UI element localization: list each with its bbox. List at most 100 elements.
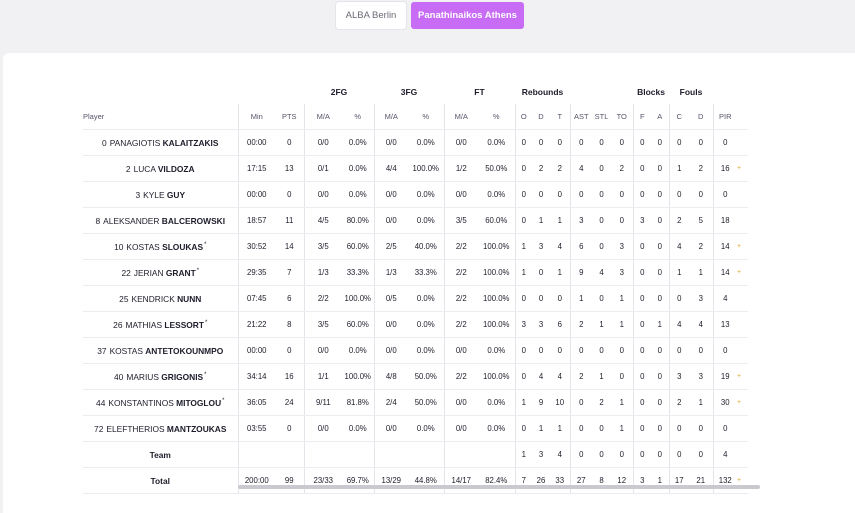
table-row[interactable]: 40 MARIUS GRIGONIS* 34:14 16 1/1 100.0% 4/8 50.… xyxy=(83,363,748,390)
tab-panathinaikos-athens[interactable]: Panathinaikos Athens xyxy=(411,2,524,29)
player-name-cell[interactable]: 40 MARIUS GRIGONIS* xyxy=(83,363,238,390)
cell-minutes: 21:22 xyxy=(237,311,275,338)
cell-defensive-rebounds: 0 xyxy=(532,337,550,364)
cell-2fg-made-attempted: 1/1 xyxy=(303,363,342,390)
player-name-cell[interactable]: 25 KENDRICK NUNN xyxy=(83,285,238,312)
cell-fouls-drawn: 1 xyxy=(689,389,713,416)
team-label: Team xyxy=(83,441,238,468)
cell-3fg-percent: 0.0% xyxy=(408,311,444,338)
player-name-cell[interactable]: 8 ALEKSANDER BALCEROWSKI xyxy=(83,207,238,234)
cell-2fg-made-attempted: 23/33 xyxy=(303,467,342,494)
cell-points: 8 xyxy=(275,311,304,338)
cell-total-rebounds: 33 xyxy=(550,467,570,494)
cell-3fg-made-attempted: 0/0 xyxy=(373,415,408,442)
cell-pir: 0 xyxy=(712,415,737,442)
starter-marker: * xyxy=(204,319,208,326)
player-name-cell[interactable]: 22 JERIAN GRANT* xyxy=(83,259,238,286)
cell-2fg-percent xyxy=(342,441,374,468)
cell-ft-percent: 0.0% xyxy=(478,129,515,156)
player-name-cell[interactable]: 3 KYLE GUY xyxy=(83,181,238,208)
cell-defensive-rebounds: 0 xyxy=(532,129,550,156)
horizontal-scrollbar[interactable] xyxy=(238,485,760,489)
cell-fouls-drawn: 0 xyxy=(689,415,713,442)
cell-3fg-made-attempted: 13/29 xyxy=(373,467,408,494)
cell-2fg-percent: 0.0% xyxy=(342,337,374,364)
cell-blocks-for: 3 xyxy=(632,467,651,494)
cell-points xyxy=(275,441,304,468)
player-name-cell[interactable]: 72 ELEFTHERIOS MANTZOUKAS xyxy=(83,415,238,442)
cell-2fg-percent: 100.0% xyxy=(342,285,374,312)
cell-minutes: 00:00 xyxy=(237,129,275,156)
cell-row-edge-marker xyxy=(737,181,748,208)
cell-assists: 0 xyxy=(569,389,592,416)
player-last-name: MITOGLOU xyxy=(176,397,222,408)
player-last-name: GRIGONIS xyxy=(161,371,204,382)
tab-alba-berlin[interactable]: ALBA Berlin xyxy=(336,2,406,29)
cell-blocks-against: 0 xyxy=(651,285,669,312)
table-row[interactable]: 3 KYLE GUY 00:00 0 0/0 0.0% 0/0 0.0% 0/0 0.0% 0 0 0 0… xyxy=(83,181,748,208)
group-blocks: Blocks xyxy=(637,87,665,97)
player-name-cell[interactable]: 0 PANAGIOTIS KALAITZAKIS xyxy=(83,129,238,156)
cell-fouls-committed: 0 xyxy=(668,181,689,208)
table-row[interactable]: 44 KONSTANTINOS MITOGLOU* 36:05 24 9/11 81.8%… xyxy=(83,389,748,416)
cell-pir: 13 xyxy=(712,311,737,338)
cell-total-rebounds: 1 xyxy=(550,259,570,286)
table-row[interactable]: 2 LUCA VILDOZA 17:15 13 0/1 0.0% 4/4 100.0% 1/2 5… xyxy=(83,155,748,182)
cell-total-rebounds: 4 xyxy=(550,441,570,468)
player-name-cell[interactable]: 37 KOSTAS ANTETOKOUNMPO xyxy=(83,337,238,364)
cell-ft-percent: 82.4% xyxy=(478,467,515,494)
cell-total-rebounds: 1 xyxy=(550,415,570,442)
cell-3fg-percent: 0.0% xyxy=(408,337,444,364)
cell-steals: 1 xyxy=(592,311,611,338)
table-row[interactable]: 25 KENDRICK NUNN 07:45 6 2/2 100.0% 0/5 0.0% 2/2… xyxy=(83,285,748,312)
cell-ft-made-attempted: 0/0 xyxy=(443,415,478,442)
player-name-cell[interactable]: 44 KONSTANTINOS MITOGLOU* xyxy=(83,389,238,416)
table-row[interactable]: 0 PANAGIOTIS KALAITZAKIS 00:00 0 0/0 0.0% 0/0 0… xyxy=(83,129,748,156)
player-number: 72 xyxy=(94,423,104,434)
player-name-cell[interactable]: 10 KOSTAS SLOUKAS* xyxy=(83,233,238,260)
cell-3fg-percent: 44.8% xyxy=(408,467,444,494)
cell-ft-percent: 100.0% xyxy=(478,259,515,286)
player-last-name: BALCEROWSKI xyxy=(161,215,226,226)
player-name-cell[interactable]: 26 MATHIAS LESSORT* xyxy=(83,311,238,338)
cell-2fg-made-attempted xyxy=(303,441,342,468)
cell-minutes: 17:15 xyxy=(237,155,275,182)
cell-offensive-rebounds: 1 xyxy=(514,233,532,260)
cell-turnovers: 2 xyxy=(611,155,633,182)
cell-blocks-for: 0 xyxy=(632,181,651,208)
cell-blocks-against: 1 xyxy=(651,311,669,338)
cell-ft-percent: 0.0% xyxy=(478,389,515,416)
cell-blocks-against: 0 xyxy=(651,389,669,416)
cell-offensive-rebounds: 1 xyxy=(514,259,532,286)
cell-turnovers: 0 xyxy=(611,441,633,468)
cell-fouls-committed: 0 xyxy=(668,415,689,442)
player-first-name: PANAGIOTIS xyxy=(109,137,161,148)
cell-ft-percent: 0.0% xyxy=(478,415,515,442)
cell-blocks-against: 0 xyxy=(651,337,669,364)
team-tabs: ALBA Berlin Panathinaikos Athens xyxy=(0,2,855,30)
cell-assists: 0 xyxy=(569,129,592,156)
cell-steals: 0 xyxy=(592,155,611,182)
cell-turnovers: 0 xyxy=(611,363,633,390)
col-reb-d: D xyxy=(532,104,550,130)
cell-2fg-made-attempted: 3/5 xyxy=(303,311,342,338)
table-row[interactable]: 22 JERIAN GRANT* 29:35 7 1/3 33.3% 1/3 33.3% 2/2… xyxy=(83,259,748,286)
cell-ft-made-attempted: 0/0 xyxy=(443,129,478,156)
cell-2fg-percent: 33.3% xyxy=(342,259,374,286)
cell-blocks-for: 0 xyxy=(632,259,651,286)
cell-3fg-percent: 50.0% xyxy=(408,363,444,390)
player-last-name: MANTZOUKAS xyxy=(166,423,227,434)
cell-2fg-made-attempted: 2/2 xyxy=(303,285,342,312)
player-name-cell[interactable]: 2 LUCA VILDOZA xyxy=(83,155,238,182)
table-row[interactable]: 10 KOSTAS SLOUKAS* 30:52 14 3/5 60.0% 2/5 40.0%… xyxy=(83,233,748,260)
cell-blocks-for: 0 xyxy=(632,129,651,156)
table-row[interactable]: 8 ALEKSANDER BALCEROWSKI 18:57 11 4/5 80.0% 0/… xyxy=(83,207,748,234)
cell-assists: 4 xyxy=(569,155,592,182)
col-ft-ma: M/A xyxy=(443,104,478,130)
table-row[interactable]: 72 ELEFTHERIOS MANTZOUKAS 03:55 0 0/0 0.0% 0/0… xyxy=(83,415,748,442)
table-row[interactable]: 26 MATHIAS LESSORT* 21:22 8 3/5 60.0% 0/0 0.0% 2… xyxy=(83,311,748,338)
total-row: Total 200:00 99 23/33 69.7% 13/29 44.8% 14/17 82… xyxy=(83,467,748,494)
player-first-name: KONSTANTINOS xyxy=(108,397,174,408)
cell-ft-made-attempted: 0/0 xyxy=(443,181,478,208)
table-row[interactable]: 37 KOSTAS ANTETOKOUNMPO 00:00 0 0/0 0.0% 0/0 0.… xyxy=(83,337,748,364)
